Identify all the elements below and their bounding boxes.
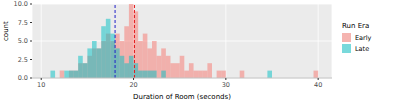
svg-text:5.0: 5.0 <box>18 37 28 45</box>
svg-text:count: count <box>8 21 10 41</box>
html-text:Run Era: Run Era <box>342 22 370 30</box>
html-text:Early: Early <box>355 33 372 42</box>
svg-text:7.5: 7.5 <box>18 19 28 27</box>
svg-text:Duration of Room (seconds): Duration of Room (seconds) <box>133 93 231 100</box>
svg-text:40: 40 <box>314 81 322 89</box>
svg-text:10: 10 <box>37 81 45 89</box>
svg-text:20: 20 <box>129 81 137 89</box>
svg-text:10.0: 10.0 <box>14 0 28 8</box>
svg-text:2.5: 2.5 <box>18 56 28 64</box>
svg-text:30: 30 <box>222 81 230 89</box>
html-text:Late: Late <box>355 44 370 53</box>
svg-text:0.0: 0.0 <box>18 74 28 82</box>
